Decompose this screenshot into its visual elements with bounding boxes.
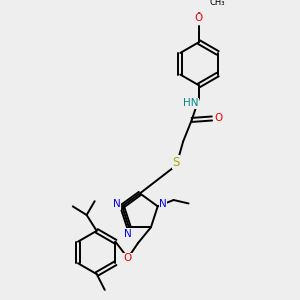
Text: S: S xyxy=(172,156,180,169)
Text: N: N xyxy=(113,199,121,209)
Text: O: O xyxy=(214,113,222,124)
Text: CH₃: CH₃ xyxy=(210,0,226,7)
Text: O: O xyxy=(195,13,203,23)
Text: N: N xyxy=(124,229,132,238)
Text: HN: HN xyxy=(183,98,199,108)
Text: O: O xyxy=(124,253,132,263)
Text: N: N xyxy=(159,199,167,209)
